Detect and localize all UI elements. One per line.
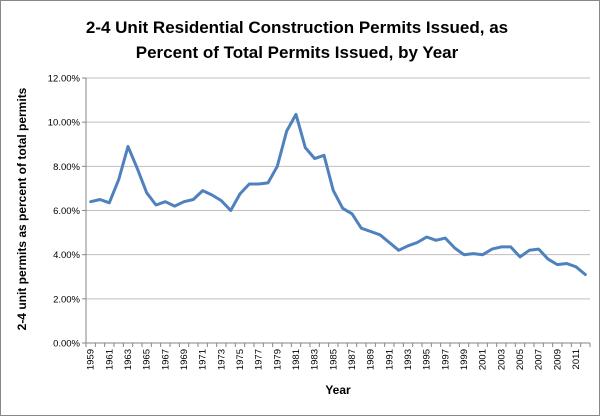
x-tick-label: 2003 [496,349,507,370]
x-tick-label: 1987 [347,349,358,370]
x-tick-label: 1979 [272,349,283,370]
series-layer [89,112,587,276]
y-tick-label: 8.00% [53,162,80,173]
x-tick-label: 1969 [179,349,190,370]
x-tick-label: 1983 [310,349,321,370]
x-tick-label: 1991 [384,349,395,370]
x-tick-label: 1961 [104,349,115,370]
x-tick-label: 2009 [552,349,563,370]
y-tick-label: 2.00% [53,294,80,305]
x-tick-label: 1997 [440,349,451,370]
x-tick-label: 1977 [254,349,265,370]
x-tick-label: 1993 [403,349,414,370]
y-tick-label: 12.00% [48,74,81,85]
chart-title-line-1: 2-4 Unit Residential Construction Permit… [86,18,508,37]
x-tick-labels: 1959 1961 1963 1965 1967 1969 1971 1973 1975 1977… [86,349,582,370]
axes [82,77,591,347]
chart-title-line-2: Percent of Total Permits Issued, by Year [136,43,459,62]
x-tick-label: 1985 [328,349,339,370]
y-tick-label: 4.00% [53,250,80,261]
x-tick-label: 2007 [534,349,545,370]
x-tick-label: 1963 [123,349,134,370]
y-tick-labels: 0.00% 2.00% 4.00% 6.00% 8.00% 10.00% 12.00% [48,74,81,350]
x-axis-label: Year [325,383,351,397]
y-axis-label: 2-4 unit permits as percent of total per… [15,87,29,330]
x-tick-label: 1995 [422,349,433,370]
x-tick-label: 1999 [459,349,470,370]
x-tick-label: 2005 [515,349,526,370]
x-tick-label: 1967 [160,349,171,370]
x-tick-label: 2001 [478,349,489,370]
x-tick-label: 1989 [366,349,377,370]
y-tick-label: 6.00% [53,206,80,217]
x-tick-label: 1959 [86,349,97,370]
x-tick-label: 1975 [235,349,246,370]
y-tick-label: 0.00% [53,339,80,350]
gridlines [86,77,590,300]
y-tick-label: 10.00% [48,118,81,129]
x-tick-label: 1973 [216,349,227,370]
x-tick-label: 1965 [142,349,153,370]
x-tick-label: 1981 [291,349,302,370]
x-tick-label: 1971 [198,349,209,370]
x-tick-label: 2011 [571,349,582,369]
series-line [89,112,587,276]
